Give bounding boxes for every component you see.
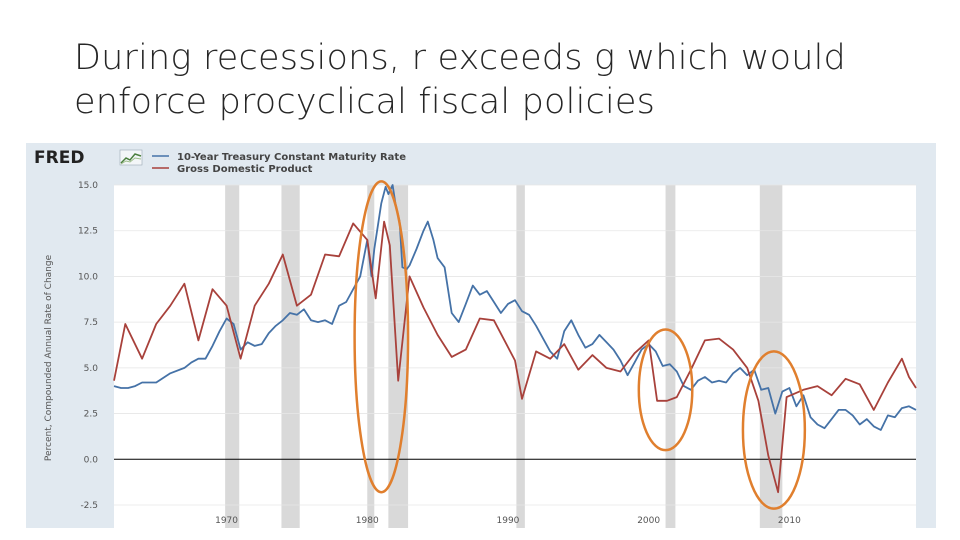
series-lines [113, 184, 917, 494]
x-tick-label: 2000 [637, 516, 660, 526]
recession-band-5 [665, 185, 676, 528]
recession-band-2 [367, 185, 375, 528]
y-tick-label: 7.5 [84, 318, 98, 328]
recession-band-1 [281, 185, 300, 528]
highlight-ellipses [353, 180, 807, 510]
x-ticks: 1970 1980 1990 2000 2010 [215, 516, 801, 526]
slide-title: During recessions, r exceeds g which wou… [74, 38, 846, 122]
fred-logo-graph-icon [119, 149, 143, 166]
highlight-ellipse-0 [353, 180, 410, 494]
y-tick-label: 0.0 [84, 455, 99, 465]
highlight-ellipse-1 [637, 328, 694, 452]
fred-line-chart: 15.0 12.5 10.0 7.5 5.0 2.5 0.0 -2.5 1970 1980 199… [34, 148, 917, 528]
x-tick-label: 2010 [778, 516, 801, 526]
y-tick-label: 10.0 [78, 272, 98, 282]
x-tick-label: 1980 [356, 516, 379, 526]
recession-band-0 [225, 185, 240, 528]
legend-label-treasury: 10-Year Treasury Constant Maturity Rate [177, 152, 406, 163]
fred-logo-text: FRED [34, 148, 84, 168]
legend: 10-Year Treasury Constant Maturity Rate … [152, 152, 406, 175]
y-axis-label: Percent, Compounded Annual Rate of Chang… [44, 254, 54, 461]
highlight-ellipse-2 [741, 350, 807, 510]
y-tick-label: 2.5 [84, 410, 98, 420]
y-tick-label: 15.0 [78, 181, 98, 191]
y-tick-label: -2.5 [80, 501, 98, 511]
recession-band-3 [388, 185, 409, 528]
gdp-growth-line [113, 220, 917, 494]
fred-logo: FRED [34, 148, 143, 168]
y-tick-label: 5.0 [84, 364, 99, 374]
treasury-rate-line [113, 184, 917, 431]
y-tick-label: 12.5 [78, 227, 98, 237]
legend-label-gdp: Gross Domestic Product [177, 164, 313, 175]
recession-band-4 [516, 185, 525, 528]
x-tick-label: 1990 [497, 516, 520, 526]
x-tick-label: 1970 [215, 516, 238, 526]
y-ticks: 15.0 12.5 10.0 7.5 5.0 2.5 0.0 -2.5 [78, 181, 98, 511]
